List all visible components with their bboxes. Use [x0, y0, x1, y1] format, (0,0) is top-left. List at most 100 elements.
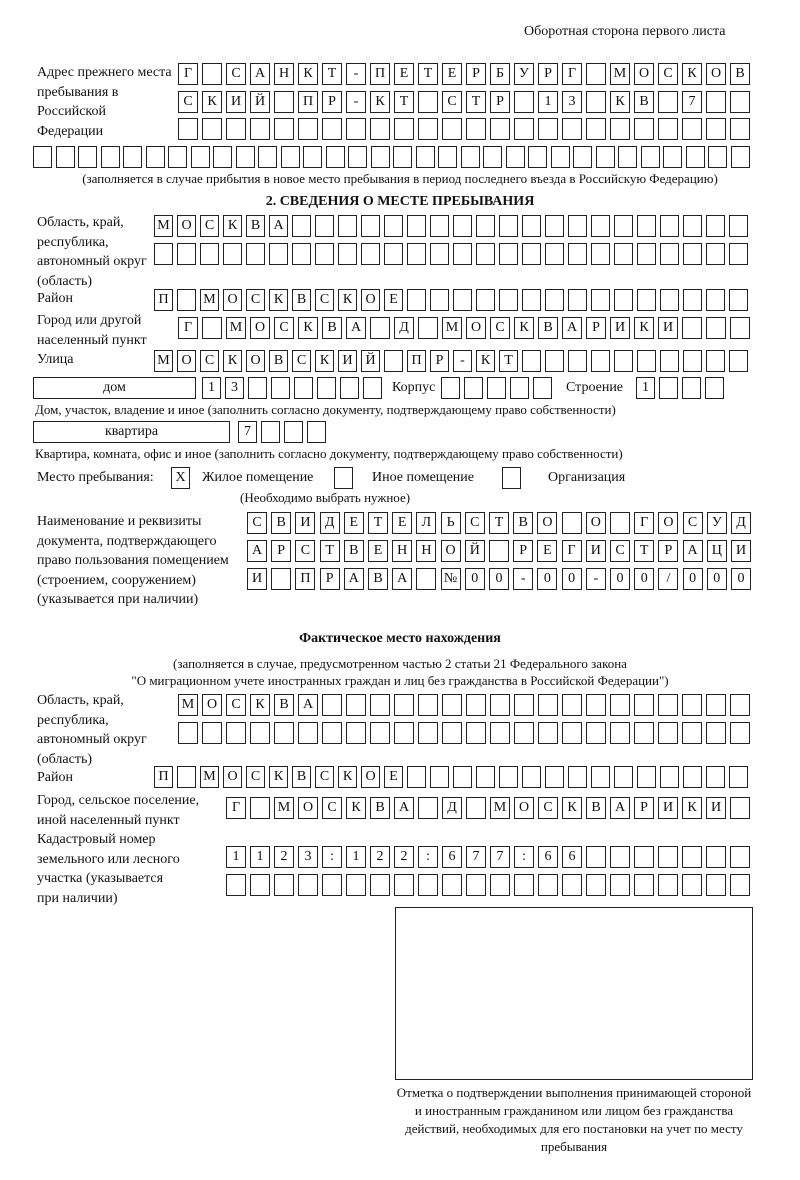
char-cell[interactable]: [315, 215, 334, 237]
char-cell[interactable]: :: [418, 846, 438, 868]
char-cell[interactable]: [298, 722, 318, 744]
char-cell[interactable]: И: [226, 91, 246, 113]
house-type-field[interactable]: дом: [33, 377, 196, 399]
char-cell[interactable]: [168, 146, 187, 168]
char-cell[interactable]: [370, 694, 390, 716]
char-cell[interactable]: [361, 243, 380, 265]
char-cell[interactable]: Т: [322, 63, 342, 85]
char-cell[interactable]: [562, 694, 582, 716]
char-cell[interactable]: [634, 694, 654, 716]
char-cell[interactable]: Г: [178, 63, 198, 85]
char-cell[interactable]: К: [315, 350, 334, 372]
char-cell[interactable]: [430, 289, 449, 311]
char-cell[interactable]: [634, 722, 654, 744]
char-cell[interactable]: [292, 243, 311, 265]
char-cell[interactable]: [154, 243, 173, 265]
char-cell[interactable]: [595, 146, 615, 168]
char-cell[interactable]: -: [346, 63, 366, 85]
char-cell[interactable]: О: [223, 289, 242, 311]
char-cell[interactable]: [658, 694, 678, 716]
char-cell[interactable]: А: [298, 694, 318, 716]
char-cell[interactable]: [317, 377, 336, 399]
char-cell[interactable]: [466, 694, 486, 716]
char-cell[interactable]: Й: [464, 540, 485, 562]
char-cell[interactable]: [346, 694, 366, 716]
char-cell[interactable]: Р: [586, 317, 606, 339]
char-cell[interactable]: [442, 722, 462, 744]
char-cell[interactable]: К: [610, 91, 630, 113]
char-cell[interactable]: В: [538, 317, 558, 339]
char-cell[interactable]: Е: [384, 289, 403, 311]
char-cell[interactable]: Р: [513, 540, 534, 562]
char-cell[interactable]: [418, 317, 438, 339]
char-cell[interactable]: [522, 215, 541, 237]
char-cell[interactable]: [637, 350, 656, 372]
char-cell[interactable]: С: [226, 63, 246, 85]
char-cell[interactable]: [466, 118, 486, 140]
char-cell[interactable]: В: [586, 797, 606, 819]
char-cell[interactable]: [730, 118, 750, 140]
char-cell[interactable]: [659, 377, 678, 399]
char-cell[interactable]: В: [634, 91, 654, 113]
char-cell[interactable]: [294, 377, 313, 399]
char-cell[interactable]: [568, 350, 587, 372]
char-cell[interactable]: В: [343, 540, 364, 562]
char-cell[interactable]: [682, 317, 702, 339]
char-cell[interactable]: О: [246, 350, 265, 372]
char-cell[interactable]: [202, 317, 222, 339]
char-cell[interactable]: [177, 766, 196, 788]
char-cell[interactable]: [250, 797, 270, 819]
char-cell[interactable]: [658, 722, 678, 744]
char-cell[interactable]: [730, 846, 750, 868]
char-cell[interactable]: М: [178, 694, 198, 716]
char-cell[interactable]: [729, 243, 748, 265]
char-cell[interactable]: [660, 350, 679, 372]
char-cell[interactable]: 2: [274, 846, 294, 868]
char-cell[interactable]: О: [177, 350, 196, 372]
char-cell[interactable]: К: [682, 63, 702, 85]
char-cell[interactable]: 6: [442, 846, 462, 868]
char-cell[interactable]: [586, 91, 606, 113]
char-cell[interactable]: [610, 694, 630, 716]
char-cell[interactable]: Р: [538, 63, 558, 85]
char-cell[interactable]: [682, 118, 702, 140]
char-cell[interactable]: Р: [319, 568, 340, 590]
char-cell[interactable]: О: [514, 797, 534, 819]
char-cell[interactable]: [338, 215, 357, 237]
char-cell[interactable]: С: [292, 350, 311, 372]
char-cell[interactable]: С: [274, 317, 294, 339]
char-cell[interactable]: [682, 694, 702, 716]
char-cell[interactable]: [729, 350, 748, 372]
char-cell[interactable]: [568, 766, 587, 788]
char-cell[interactable]: К: [634, 317, 654, 339]
char-cell[interactable]: С: [246, 766, 265, 788]
char-cell[interactable]: [393, 146, 412, 168]
char-cell[interactable]: [730, 874, 750, 896]
char-cell[interactable]: [614, 350, 633, 372]
char-cell[interactable]: -: [453, 350, 472, 372]
char-cell[interactable]: [453, 289, 472, 311]
char-cell[interactable]: Т: [418, 63, 438, 85]
char-cell[interactable]: [658, 91, 678, 113]
char-cell[interactable]: №: [440, 568, 461, 590]
char-cell[interactable]: А: [269, 215, 288, 237]
char-cell[interactable]: [568, 289, 587, 311]
char-cell[interactable]: [538, 874, 558, 896]
char-cell[interactable]: [370, 118, 390, 140]
char-cell[interactable]: [407, 766, 426, 788]
char-cell[interactable]: К: [346, 797, 366, 819]
char-cell[interactable]: [685, 146, 705, 168]
char-cell[interactable]: [505, 146, 525, 168]
char-cell[interactable]: [453, 215, 472, 237]
char-cell[interactable]: 2: [370, 846, 390, 868]
char-cell[interactable]: Р: [271, 540, 292, 562]
char-cell[interactable]: [298, 874, 318, 896]
char-cell[interactable]: В: [513, 512, 534, 534]
char-cell[interactable]: [490, 722, 510, 744]
char-cell[interactable]: К: [269, 766, 288, 788]
char-cell[interactable]: О: [298, 797, 318, 819]
char-cell[interactable]: [545, 215, 564, 237]
char-cell[interactable]: К: [269, 289, 288, 311]
char-cell[interactable]: [418, 797, 438, 819]
char-cell[interactable]: [538, 694, 558, 716]
